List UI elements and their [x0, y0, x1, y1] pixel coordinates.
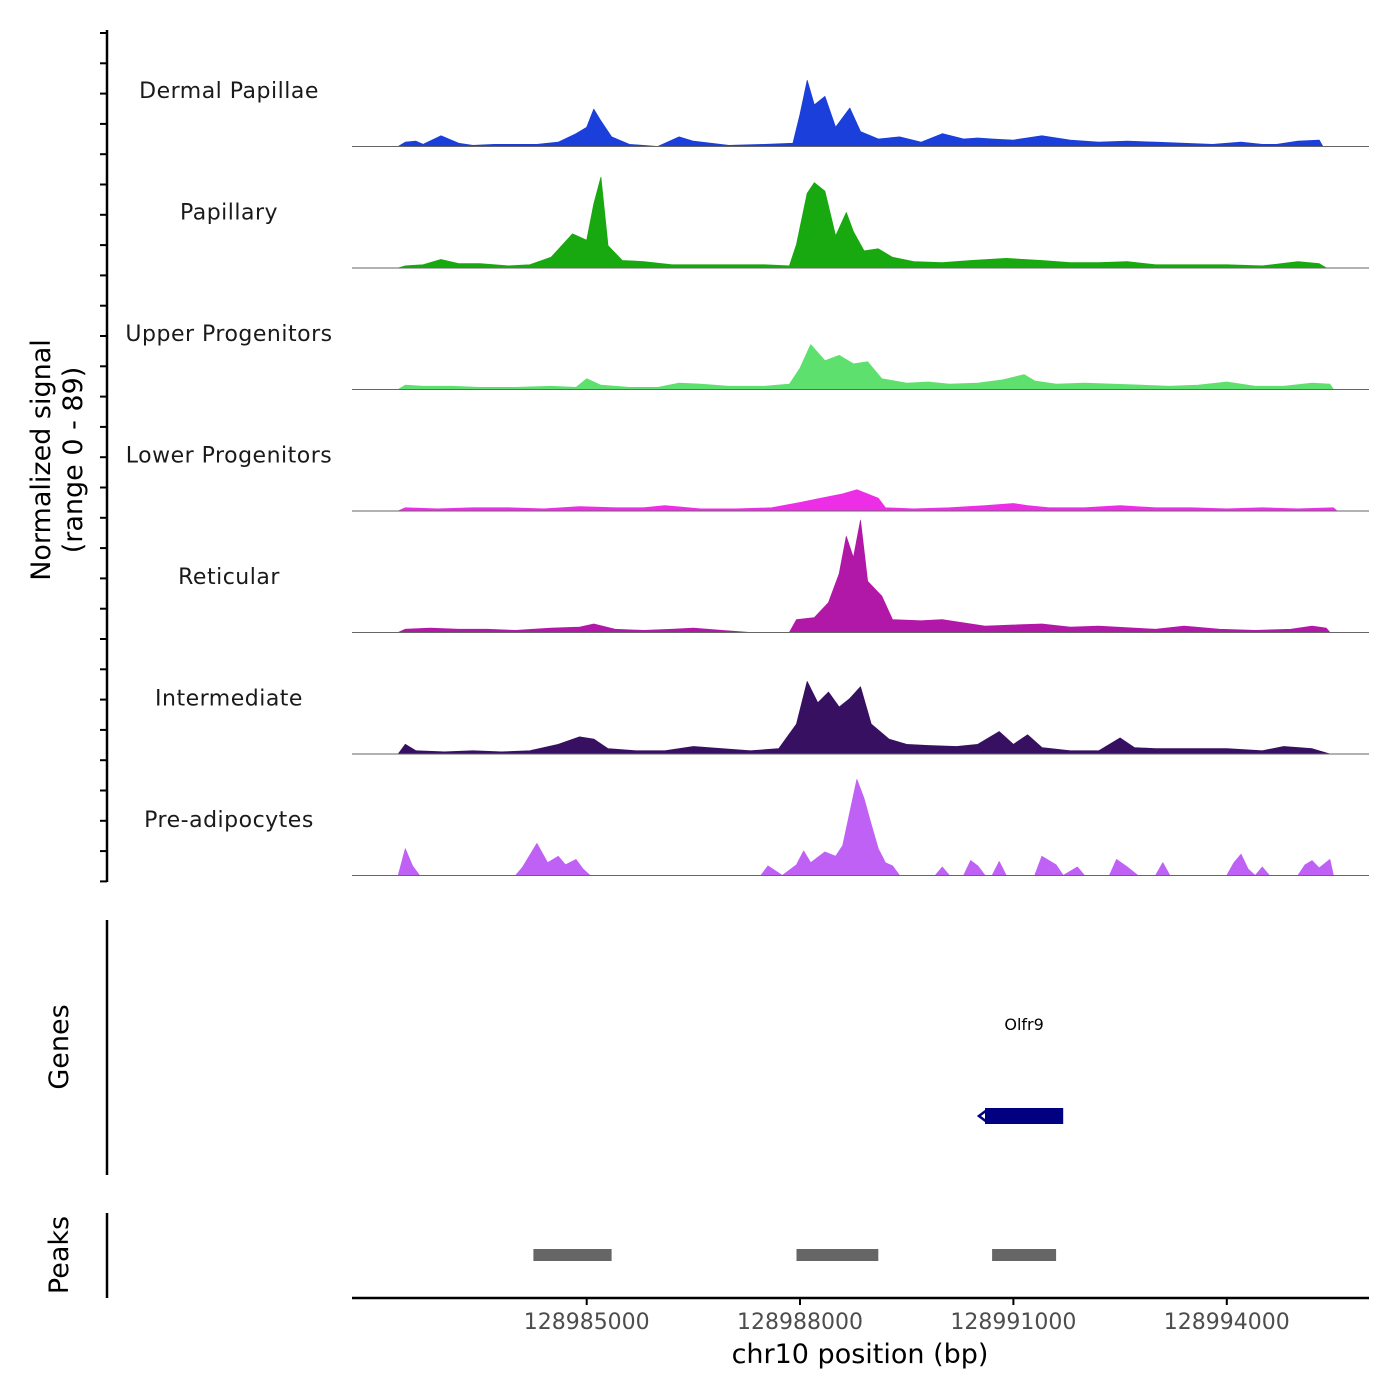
track-reticular: Reticular — [178, 520, 1369, 633]
signal-tracks: Dermal Papillae Papillary Upper Progenitor… — [125, 79, 1369, 876]
genes-panel-title: Genes — [44, 1004, 75, 1089]
peaks-panel-title: Peaks — [44, 1216, 75, 1294]
gene-name: Olfr9 — [1004, 1015, 1043, 1034]
track-intermediate: Intermediate — [155, 681, 1369, 755]
track-label: Intermediate — [155, 687, 303, 712]
signal-y-axis-title: Normalized signal — [26, 339, 57, 581]
genes-track: Olfr9 — [976, 1015, 1064, 1124]
x-tick-label: 128988000 — [737, 1310, 863, 1335]
signal-y-ticks — [100, 32, 107, 883]
track-dermal-papillae: Dermal Papillae — [139, 79, 1369, 147]
gene-strand-arrow — [976, 1109, 988, 1123]
track-upper-progenitors: Upper Progenitors — [125, 322, 1369, 390]
track-label: Papillary — [180, 201, 278, 226]
track-label: Pre-adipocytes — [144, 808, 314, 833]
peaks-track — [533, 1249, 1057, 1261]
x-tick-label: 128994000 — [1164, 1310, 1290, 1335]
x-tick-label: 128991000 — [950, 1310, 1076, 1335]
track-lower-progenitors: Lower Progenitors — [126, 444, 1369, 512]
x-axis-ticks: 128985000 128988000 128991000 128994000 — [524, 1298, 1290, 1335]
signal-area — [397, 681, 1331, 755]
track-label: Reticular — [178, 565, 280, 590]
x-tick-label: 128985000 — [524, 1310, 650, 1335]
peak-region — [533, 1249, 612, 1261]
signal-area — [397, 779, 1334, 876]
gene-body — [985, 1108, 1064, 1124]
signal-area — [397, 344, 1334, 390]
peak-region — [796, 1249, 879, 1261]
signal-area — [397, 176, 1327, 269]
peak-region — [992, 1249, 1057, 1261]
x-axis-title: chr10 position (bp) — [732, 1339, 989, 1370]
signal-area — [397, 489, 1338, 512]
signal-area — [397, 80, 1324, 147]
track-label: Lower Progenitors — [126, 444, 332, 469]
track-pre-adipocytes: Pre-adipocytes — [144, 779, 1369, 876]
signal-y-axis-range: (range 0 - 89) — [58, 367, 89, 554]
track-label: Upper Progenitors — [125, 322, 332, 347]
track-papillary: Papillary — [180, 176, 1369, 269]
track-label: Dermal Papillae — [139, 79, 319, 104]
signal-area — [397, 520, 1331, 633]
